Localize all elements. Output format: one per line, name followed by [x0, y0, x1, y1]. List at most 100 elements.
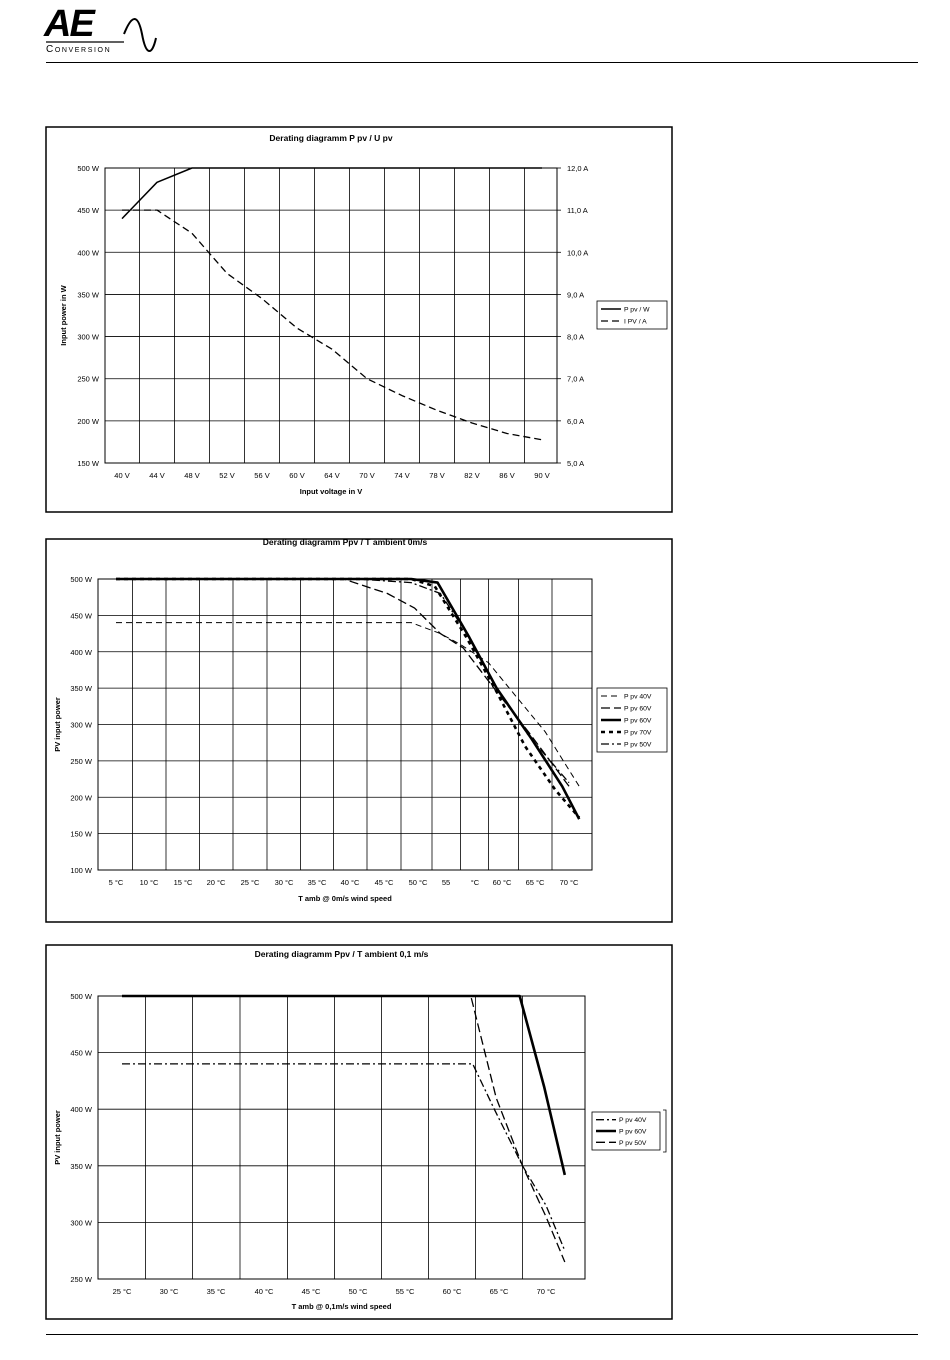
legend-entry: P pv 40V — [619, 1117, 647, 1124]
chart-2 — [45, 538, 673, 923]
legend-entry: I PV / A — [624, 319, 647, 326]
x-tick-label: 56 V — [254, 471, 269, 480]
x-tick-label: 55 — [442, 878, 450, 887]
x-tick-label: 60 V — [289, 471, 304, 480]
y-axis-label: PV input power — [53, 697, 62, 752]
chart-title: Derating diagramm Ppv / T ambient 0,1 m/… — [255, 949, 429, 959]
legend-entry: P pv 60V — [624, 706, 652, 713]
y-tick-label: 300 W — [70, 1218, 93, 1227]
x-tick-label: 65 °C — [490, 1287, 509, 1296]
y2-tick-label: 11,0 A — [567, 206, 588, 215]
y-tick-label: 400 W — [70, 1105, 93, 1114]
legend-entry: P pv 60V — [624, 718, 652, 725]
x-tick-label: 50 °C — [349, 1287, 368, 1296]
x-tick-label: 44 V — [149, 471, 164, 480]
x-tick-label: 25 °C — [113, 1287, 132, 1296]
y2-tick-label: 6,0 A — [567, 417, 584, 426]
x-tick-label: 15 °C — [174, 878, 193, 887]
footer-rule — [46, 1334, 918, 1335]
x-tick-label: 78 V — [429, 471, 444, 480]
x-tick-label: 60 °C — [443, 1287, 462, 1296]
x-tick-label: 40 °C — [341, 878, 360, 887]
x-tick-label: 70 °C — [537, 1287, 556, 1296]
x-tick-label: 30 °C — [275, 878, 294, 887]
x-tick-label: 45 °C — [302, 1287, 321, 1296]
y-tick-label: 150 W — [70, 830, 93, 839]
legend-box — [596, 300, 668, 330]
x-tick-label: 10 °C — [140, 878, 159, 887]
y-tick-label: 400 W — [70, 648, 93, 657]
y-tick-label: 200 W — [70, 793, 93, 802]
chart-frame — [45, 126, 673, 513]
y-tick-label: 500 W — [77, 164, 100, 173]
y-tick-label: 500 W — [70, 992, 93, 1001]
x-tick-label: 50 °C — [409, 878, 428, 887]
y-tick-label: 450 W — [77, 206, 100, 215]
sine-wave-icon — [46, 18, 157, 52]
legend-entry: P pv 60V — [619, 1129, 647, 1136]
x-tick-label: 60 °C — [493, 878, 512, 887]
legend-entry: P pv 50V — [624, 742, 652, 749]
y-tick-label: 350 W — [70, 1162, 93, 1171]
y-tick-label: 100 W — [70, 866, 93, 875]
y-tick-label: 300 W — [70, 721, 93, 730]
x-tick-label: 52 V — [219, 471, 234, 480]
legend-entry: P pv 70V — [624, 730, 652, 737]
logo-subtitle: Conversion — [46, 44, 112, 55]
y-tick-label: 250 W — [77, 375, 100, 384]
x-tick-label: °C — [471, 878, 480, 887]
y-tick-label: 300 W — [77, 333, 100, 342]
y2-tick-label: 8,0 A — [567, 333, 584, 342]
x-tick-label: 65 °C — [526, 878, 545, 887]
y-tick-label: 250 W — [70, 1275, 93, 1284]
legend-bracket — [663, 1109, 667, 1153]
x-axis-label: T amb @ 0,1m/s wind speed — [292, 1302, 392, 1311]
y-axis-label: Input power in W — [59, 284, 68, 345]
company-logo: AE Conversion — [44, 4, 164, 60]
chart-1 — [45, 126, 673, 513]
y2-tick-label: 10,0 A — [567, 248, 588, 257]
chart-frame — [45, 538, 673, 923]
x-tick-label: 25 °C — [241, 878, 260, 887]
x-tick-label: 45 °C — [375, 878, 394, 887]
x-tick-label: 5 °C — [109, 878, 124, 887]
series-line-2 — [122, 209, 543, 441]
header-rule — [46, 62, 918, 63]
x-tick-label: 86 V — [499, 471, 514, 480]
y-tick-label: 250 W — [70, 757, 93, 766]
x-tick-label: 20 °C — [207, 878, 226, 887]
y2-tick-label: 9,0 A — [567, 290, 584, 299]
chart-title: Derating diagramm Ppv / T ambient 0m/s — [263, 537, 428, 547]
x-tick-label: 40 V — [114, 471, 129, 480]
y-tick-label: 500 W — [70, 575, 93, 584]
x-tick-label: 40 °C — [255, 1287, 274, 1296]
x-tick-label: 48 V — [184, 471, 199, 480]
x-tick-label: 70 °C — [560, 878, 579, 887]
chart-frame — [45, 944, 673, 1320]
y2-tick-label: 5,0 A — [567, 459, 584, 468]
y-tick-label: 450 W — [70, 611, 93, 620]
y2-tick-label: 7,0 A — [567, 375, 584, 384]
x-tick-label: 30 °C — [160, 1287, 179, 1296]
y-tick-label: 450 W — [70, 1049, 93, 1058]
legend-entry: P pv / W — [624, 307, 650, 314]
y-tick-label: 400 W — [77, 248, 100, 257]
y-tick-label: 350 W — [70, 684, 93, 693]
y-axis-label: PV input power — [53, 1110, 62, 1165]
x-tick-label: 64 V — [324, 471, 339, 480]
x-tick-label: 82 V — [464, 471, 479, 480]
legend-entry: P pv 50V — [619, 1140, 647, 1147]
series-line-5 — [116, 578, 570, 784]
y-tick-label: 200 W — [77, 417, 100, 426]
x-tick-label: 70 V — [359, 471, 374, 480]
x-tick-label: 35 °C — [207, 1287, 226, 1296]
series-line-3 — [122, 995, 566, 1263]
y-tick-label: 150 W — [77, 459, 100, 468]
x-axis-label: Input voltage in V — [300, 487, 363, 496]
x-tick-label: 35 °C — [308, 878, 327, 887]
y2-tick-label: 12,0 A — [567, 164, 588, 173]
x-axis-label: T amb @ 0m/s wind speed — [298, 894, 392, 903]
x-tick-label: 90 V — [534, 471, 549, 480]
legend-entry: P pv 40V — [624, 694, 652, 701]
